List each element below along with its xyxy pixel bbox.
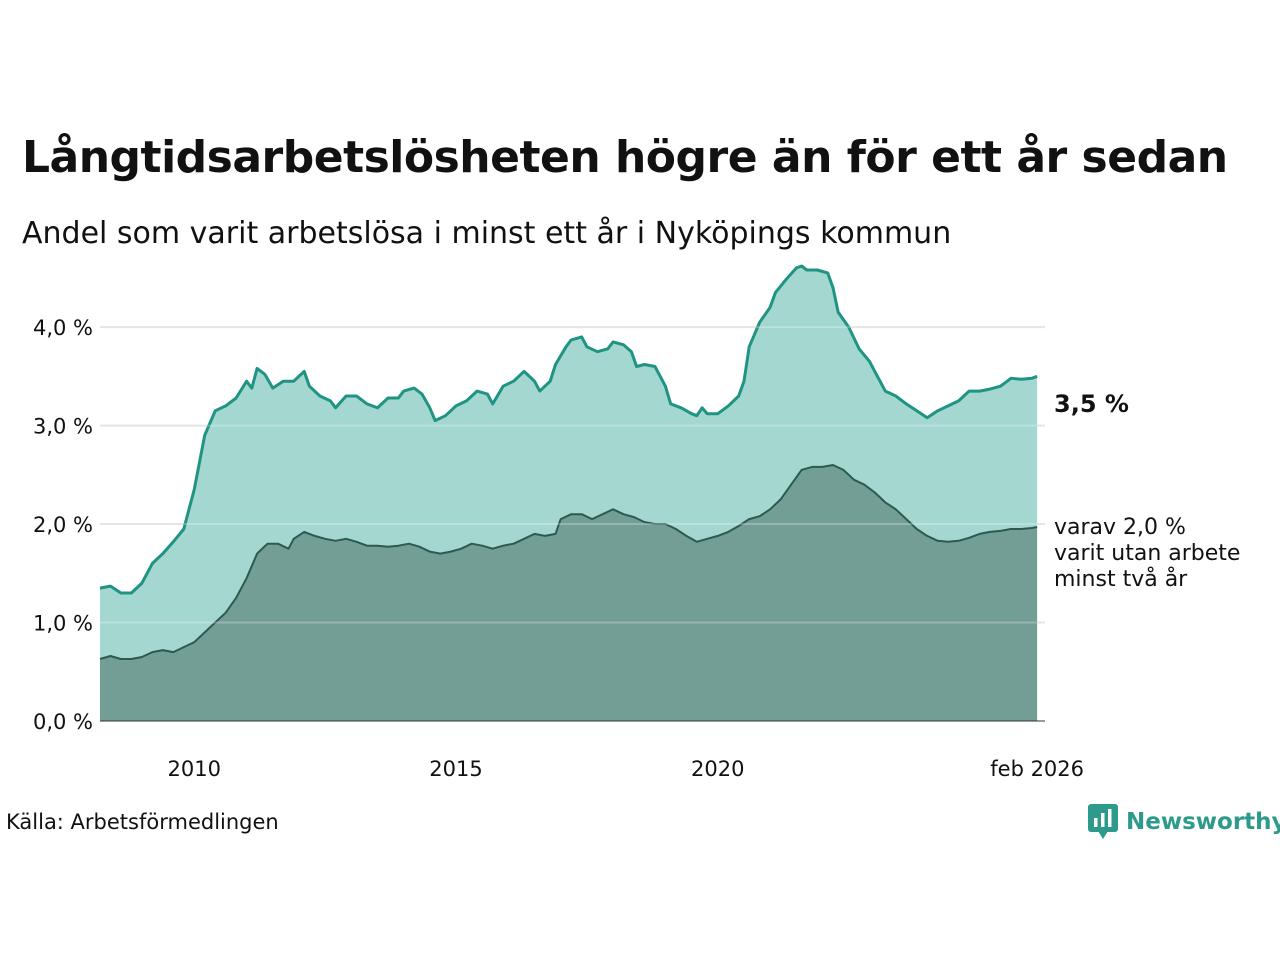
annotation-line-2: varit utan arbete [1054,541,1240,566]
series-2-line [99,464,1038,660]
annotation-line-1: varav 2,0 % [1054,515,1186,540]
x-axis-labels: 2010 2015 2020 feb 2026 [168,757,1085,781]
x-tick-label: 2010 [168,757,221,781]
y-axis-labels: 0,0 % 1,0 % 2,0 % 3,0 % 4,0 % [33,316,93,734]
gridlines-overlay [100,326,1045,722]
source-note: Källa: Arbetsförmedlingen [6,810,279,834]
y-tick-label: 0,0 % [33,710,93,734]
series-2-area [100,465,1038,721]
chart-areas [99,264,1038,721]
end-value-label: 3,5 % [1054,390,1129,418]
series-1-line [99,264,1038,595]
y-tick-label: 1,0 % [33,612,93,636]
y-tick-label: 3,0 % [33,415,93,439]
chart-subtitle: Andel som varit arbetslösa i minst ett å… [22,216,952,251]
x-tick-label: 2015 [429,757,482,781]
area-chart: 0,0 % 1,0 % 2,0 % 3,0 % 4,0 % 2010 2015 2020 fe… [33,264,1240,781]
x-tick-label: 2020 [691,757,744,781]
brand-name: Newsworthy [1126,809,1280,835]
y-tick-label: 2,0 % [33,513,93,537]
brand-logo: Newsworthy [1088,804,1280,840]
y-tick-label: 4,0 % [33,316,93,340]
annotation-line-3: minst två år [1054,566,1188,592]
newsworthy-logo-icon [1088,804,1118,839]
chart-title: Långtidsarbetslösheten högre än för ett … [22,132,1228,183]
x-tick-label: feb 2026 [990,757,1084,781]
